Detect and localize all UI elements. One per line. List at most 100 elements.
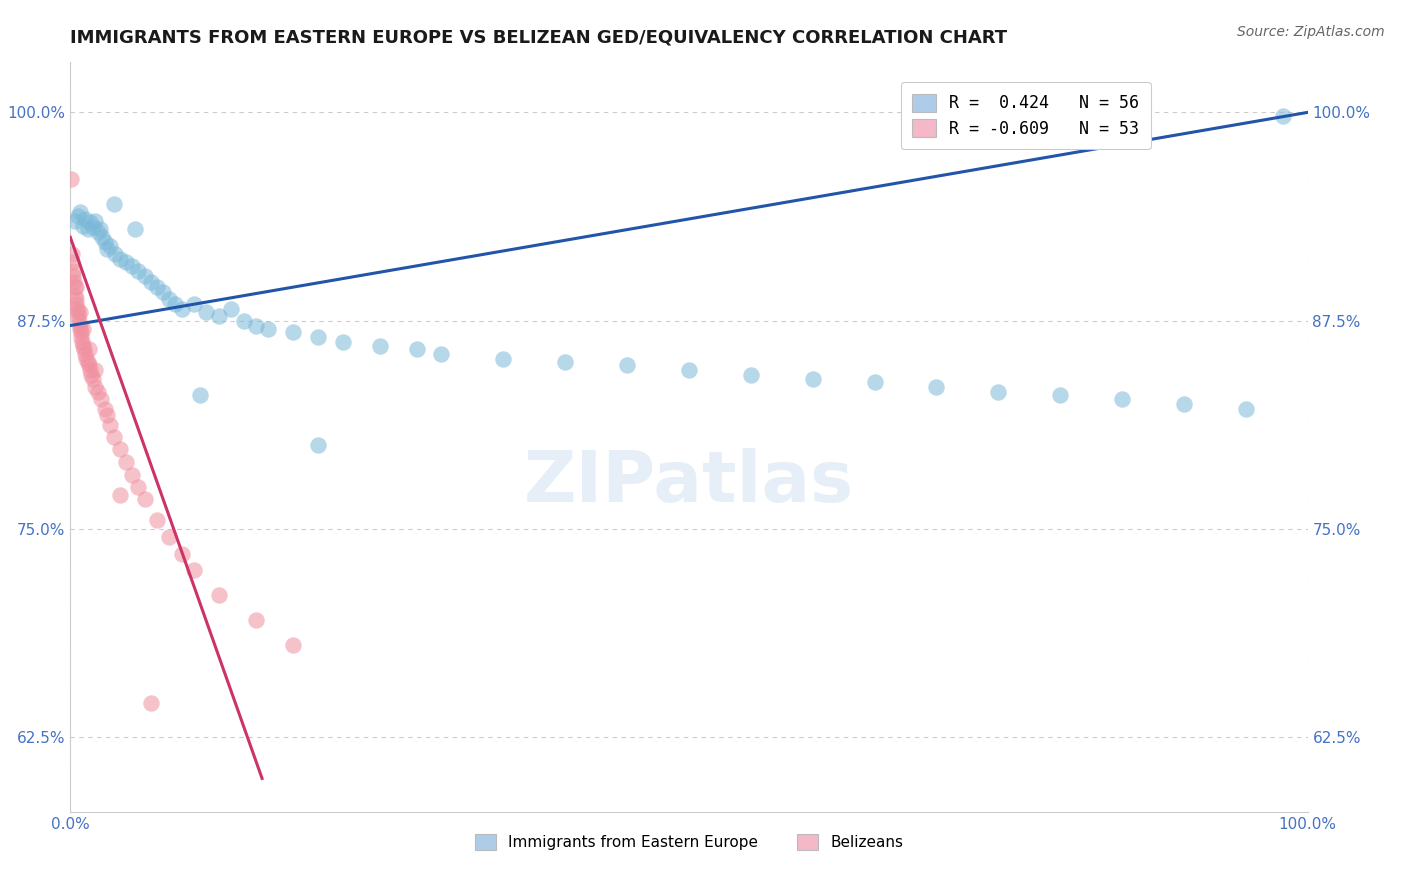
Point: [332, 335, 354, 350]
Point: [91, 230, 114, 244]
Point: [75, 347, 97, 361]
Point: [76, 222, 98, 236]
Point: [307, 438, 329, 452]
Point: [195, 305, 218, 319]
Point: [86, 225, 108, 239]
Point: [245, 318, 267, 333]
Point: [281, 638, 304, 652]
Text: ZIPatlas: ZIPatlas: [524, 448, 853, 516]
Point: [75, 351, 97, 366]
Point: [72, 322, 94, 336]
Point: [157, 530, 180, 544]
Point: [616, 359, 638, 373]
Point: [368, 338, 391, 352]
Point: [115, 255, 138, 269]
Point: [245, 613, 267, 627]
Point: [59, 172, 82, 186]
Point: [121, 468, 143, 483]
Point: [66, 301, 89, 316]
Text: Source: ZipAtlas.com: Source: ZipAtlas.com: [1237, 25, 1385, 39]
Point: [987, 385, 1010, 400]
Point: [96, 242, 118, 256]
Point: [90, 392, 112, 406]
Point: [86, 385, 108, 400]
Point: [75, 211, 97, 226]
Point: [281, 325, 304, 339]
Point: [139, 697, 162, 711]
Point: [430, 347, 453, 361]
Point: [67, 309, 90, 323]
Point: [208, 309, 231, 323]
Point: [94, 401, 117, 416]
Point: [108, 488, 131, 502]
Point: [152, 285, 174, 300]
Point: [124, 222, 146, 236]
Point: [1049, 388, 1071, 402]
Point: [65, 288, 87, 302]
Point: [69, 322, 91, 336]
Point: [405, 342, 427, 356]
Point: [73, 342, 96, 356]
Point: [925, 380, 948, 394]
Point: [208, 588, 231, 602]
Point: [1111, 392, 1133, 406]
Point: [63, 275, 86, 289]
Point: [307, 330, 329, 344]
Point: [165, 297, 187, 311]
Point: [157, 292, 180, 306]
Point: [219, 301, 242, 316]
Point: [66, 209, 89, 223]
Point: [79, 215, 101, 229]
Point: [104, 247, 127, 261]
Point: [801, 372, 824, 386]
Point: [1234, 401, 1257, 416]
Point: [70, 330, 93, 344]
Point: [170, 547, 193, 561]
Point: [1173, 397, 1195, 411]
Legend: Immigrants from Eastern Europe, Belizeans: Immigrants from Eastern Europe, Belizean…: [468, 829, 910, 856]
Point: [65, 292, 87, 306]
Point: [257, 322, 280, 336]
Point: [72, 338, 94, 352]
Point: [60, 247, 83, 261]
Point: [79, 363, 101, 377]
Point: [121, 259, 143, 273]
Point: [76, 355, 98, 369]
Point: [108, 252, 131, 266]
Point: [188, 388, 211, 402]
Point: [170, 301, 193, 316]
Point: [863, 375, 886, 389]
Point: [94, 235, 117, 250]
Point: [84, 380, 107, 394]
Point: [678, 363, 700, 377]
Point: [103, 197, 125, 211]
Point: [62, 263, 84, 277]
Point: [66, 305, 89, 319]
Point: [69, 305, 91, 319]
Point: [740, 368, 762, 383]
Point: [134, 491, 156, 506]
Point: [492, 351, 515, 366]
Point: [67, 313, 90, 327]
Point: [232, 313, 254, 327]
Point: [62, 268, 84, 283]
Point: [84, 213, 107, 227]
Point: [146, 513, 169, 527]
Point: [127, 263, 149, 277]
Point: [70, 335, 93, 350]
Point: [65, 213, 87, 227]
Point: [84, 363, 107, 377]
Point: [65, 297, 87, 311]
Point: [127, 480, 149, 494]
Point: [77, 342, 100, 356]
Point: [139, 275, 162, 289]
Point: [146, 280, 169, 294]
Point: [77, 359, 100, 373]
Point: [108, 442, 131, 456]
Point: [183, 563, 205, 577]
Text: IMMIGRANTS FROM EASTERN EUROPE VS BELIZEAN GED/EQUIVALENCY CORRELATION CHART: IMMIGRANTS FROM EASTERN EUROPE VS BELIZE…: [70, 29, 1008, 47]
Point: [1271, 109, 1294, 123]
Point: [69, 325, 91, 339]
Point: [82, 372, 104, 386]
Point: [554, 355, 576, 369]
